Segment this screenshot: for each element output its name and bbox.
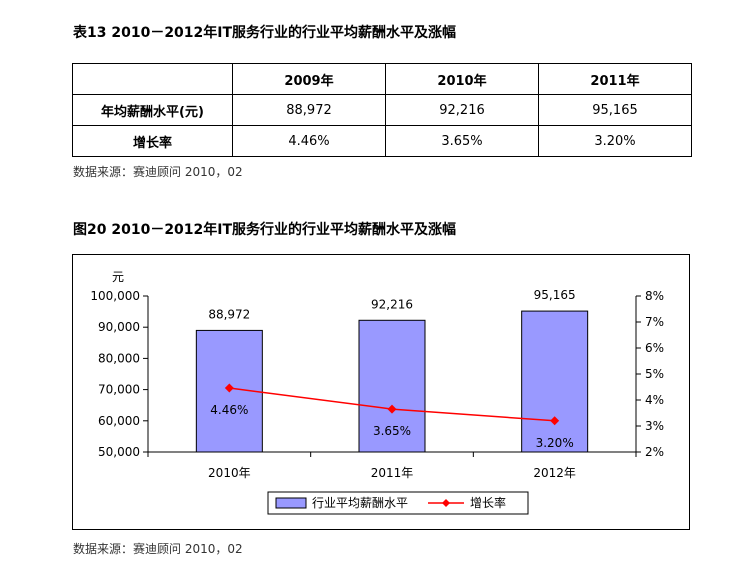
y-tick-label: 90,000 (98, 320, 140, 334)
table-row: 增长率 4.46% 3.65% 3.20% (72, 125, 692, 157)
growth-rate-label: 3.65% (373, 424, 411, 438)
chart-frame (72, 254, 690, 530)
chart-source-note: 数据来源：赛迪顾问 2010，02 (73, 542, 243, 556)
legend-bar-swatch (275, 497, 307, 509)
y-tick-label: 50,000 (98, 445, 140, 459)
y2-tick-label: 3% (645, 419, 664, 433)
table-source-note: 数据来源：赛迪顾问 2010，02 (73, 165, 243, 179)
table-caption: 表13 2010－2012年IT服务行业的行业平均薪酬水平及涨幅 (73, 25, 457, 41)
y-tick-label: 60,000 (98, 414, 140, 428)
y-tick-label: 100,000 (90, 289, 140, 303)
growth-rate-label: 4.46% (210, 403, 248, 417)
growth-rate-point (224, 383, 234, 393)
salary-table: 2009年 2010年 2011年 年均薪酬水平(元) 88,972 92,21… (72, 63, 692, 157)
y-tick-label: 70,000 (98, 383, 140, 397)
y2-tick-label: 7% (645, 315, 664, 329)
bar-value-label: 92,216 (371, 297, 413, 311)
table-cell: 88,972 (232, 94, 386, 126)
table-cell: 92,216 (385, 94, 539, 126)
y-tick-label: 80,000 (98, 351, 140, 365)
table-cell: 3.65% (385, 125, 539, 157)
legend-bar-label: 行业平均薪酬水平 (312, 496, 408, 510)
legend-line-label: 增长率 (470, 495, 506, 510)
bar (358, 319, 426, 453)
table-header-cell: 2010年 (385, 63, 539, 95)
salary-chart: 100,000 90,000 80,000 70,000 60,000 50,000 元 8%… (90, 270, 664, 515)
table-row: 年均薪酬水平(元) 88,972 92,216 95,165 (72, 94, 692, 126)
x-tick-label: 2012年 (533, 466, 576, 480)
legend-line-marker (442, 499, 450, 507)
y2-tick-label: 4% (645, 393, 664, 407)
x-tick-label: 2010年 (208, 466, 251, 480)
y2-tick-label: 8% (645, 289, 664, 303)
bar (521, 310, 589, 453)
table-cell: 4.46% (232, 125, 386, 157)
row-label: 年均薪酬水平(元) (72, 94, 233, 126)
table-header-cell: 2009年 (232, 63, 386, 95)
bar-value-label: 95,165 (534, 288, 576, 302)
bar-value-label: 88,972 (208, 307, 250, 321)
y2-tick-label: 5% (645, 367, 664, 381)
table-header-cell: 2011年 (538, 63, 692, 95)
x-tick-label: 2011年 (371, 466, 414, 480)
y2-tick-label: 2% (645, 445, 664, 459)
table-header-row: 2009年 2010年 2011年 (72, 63, 692, 95)
growth-rate-point (550, 416, 560, 426)
chart-caption: 图20 2010－2012年IT服务行业的行业平均薪酬水平及涨幅 (73, 222, 457, 238)
table-header-cell (72, 63, 233, 95)
growth-rate-label: 3.20% (536, 436, 574, 450)
growth-rate-point (387, 404, 397, 414)
y-axis-unit: 元 (112, 270, 124, 284)
y2-tick-label: 6% (645, 341, 664, 355)
table-cell: 3.20% (538, 125, 692, 157)
table-cell: 95,165 (538, 94, 692, 126)
row-label: 增长率 (72, 125, 233, 157)
legend-box (267, 491, 529, 515)
